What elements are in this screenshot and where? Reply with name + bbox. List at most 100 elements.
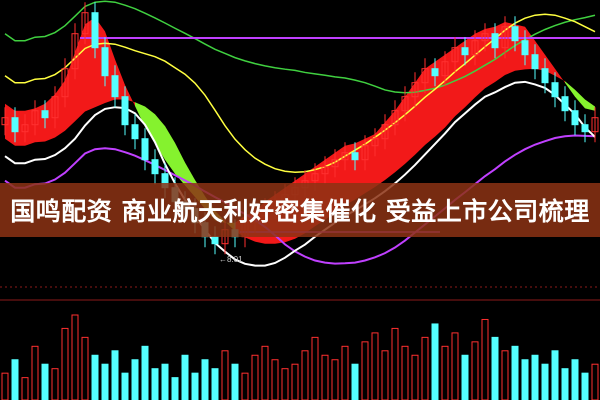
volume-bar	[131, 359, 139, 400]
trend-band-segment	[385, 110, 395, 180]
volume-bar	[91, 354, 99, 400]
volume-bar	[441, 345, 449, 400]
volume-bar	[221, 350, 229, 400]
candle-body	[361, 145, 369, 161]
candle-body	[461, 47, 469, 56]
candle-body	[581, 124, 589, 133]
volume-bar	[151, 368, 159, 400]
trend-band-segment	[155, 114, 165, 160]
candle-body	[341, 152, 349, 161]
candle-body	[71, 33, 79, 70]
candle-body	[431, 68, 439, 77]
ma-line-purple	[4, 134, 596, 265]
volume-bar	[181, 354, 189, 400]
candle-body	[91, 12, 99, 49]
volume-bar	[71, 314, 79, 400]
candle-body	[311, 173, 319, 182]
candle-body	[561, 96, 569, 112]
volume-bar	[571, 359, 579, 400]
volume-bar	[371, 332, 379, 400]
candle-body	[551, 82, 559, 98]
volume-bar	[541, 363, 549, 400]
headline-banner: 国鸣配资 商业航天利好密集催化 受益上市公司梳理	[0, 183, 600, 237]
volume-bar	[551, 350, 559, 400]
volume-bar	[511, 345, 519, 400]
volume-bar	[591, 363, 599, 400]
candle-body	[401, 96, 409, 112]
candle-body	[391, 110, 399, 126]
candle-body	[591, 117, 599, 133]
trend-band-segment	[405, 82, 415, 164]
trend-band-segment	[165, 126, 175, 174]
volume-bar	[351, 363, 359, 400]
candle-body	[11, 117, 19, 133]
volume-bar	[291, 363, 299, 400]
volume-bar	[241, 372, 249, 400]
volume-bar	[121, 372, 129, 400]
candle-body	[321, 166, 329, 175]
volume-bar	[461, 354, 469, 400]
volume-bar	[341, 345, 349, 400]
candle-body	[501, 26, 509, 49]
trend-band-segment	[395, 96, 405, 173]
volume-bar	[81, 336, 89, 400]
volume-bar	[211, 368, 219, 400]
volume-bar	[101, 363, 109, 400]
candle-body	[531, 54, 539, 70]
candle-body	[331, 159, 339, 168]
volume-bar	[1, 372, 9, 400]
candle-body	[81, 12, 89, 35]
candle-body	[101, 47, 109, 77]
volume-bar	[271, 359, 279, 400]
candle-body	[351, 152, 359, 161]
candle-body	[381, 124, 389, 140]
volume-bar	[481, 318, 489, 400]
volume-bar	[171, 377, 179, 400]
volume-bar	[451, 332, 459, 400]
volume-bar	[581, 372, 589, 400]
candle-body	[41, 110, 49, 119]
volume-bar	[41, 363, 49, 400]
headline: 国鸣配资 商业航天利好密集催化 受益上市公司梳理	[10, 197, 590, 226]
volume-bar	[191, 372, 199, 400]
volume-bar	[471, 341, 479, 400]
candle-body	[411, 82, 419, 98]
volume-bar	[531, 354, 539, 400]
volume-bar	[391, 327, 399, 400]
candle-body	[111, 75, 119, 98]
trend-band-segment	[415, 68, 425, 155]
volume-bar	[201, 359, 209, 400]
volume-bar	[141, 345, 149, 400]
candle-body	[1, 117, 9, 126]
trend-band-segment	[555, 68, 565, 83]
candle-body	[421, 68, 429, 84]
volume-bar	[491, 336, 499, 400]
trend-band-segment	[65, 52, 75, 131]
volume-bar	[161, 363, 169, 400]
trend-band-segment	[5, 103, 15, 146]
trend-band-segment	[175, 142, 185, 186]
volume-bar	[361, 341, 369, 400]
volume-bar	[401, 345, 409, 400]
ma-line-white	[4, 80, 596, 267]
candle-body	[571, 110, 579, 126]
volume-bar	[521, 359, 529, 400]
candle-body	[521, 40, 529, 56]
volume-bar	[51, 368, 59, 400]
candle-body	[471, 40, 479, 56]
volume-bar	[501, 350, 509, 400]
volume-bar	[321, 354, 329, 400]
volume-bar	[231, 363, 239, 400]
volume-bar	[11, 359, 19, 400]
candle-body	[481, 33, 489, 42]
trend-band-segment	[565, 81, 575, 97]
volume-bar	[281, 368, 289, 400]
candle-body	[371, 138, 379, 147]
candle-body	[441, 61, 449, 77]
candle-body	[21, 124, 29, 133]
candle-body	[511, 26, 519, 42]
candle-body	[61, 68, 69, 98]
volume-bar	[561, 368, 569, 400]
trend-band-segment	[55, 80, 65, 138]
volume-bar	[251, 354, 259, 400]
